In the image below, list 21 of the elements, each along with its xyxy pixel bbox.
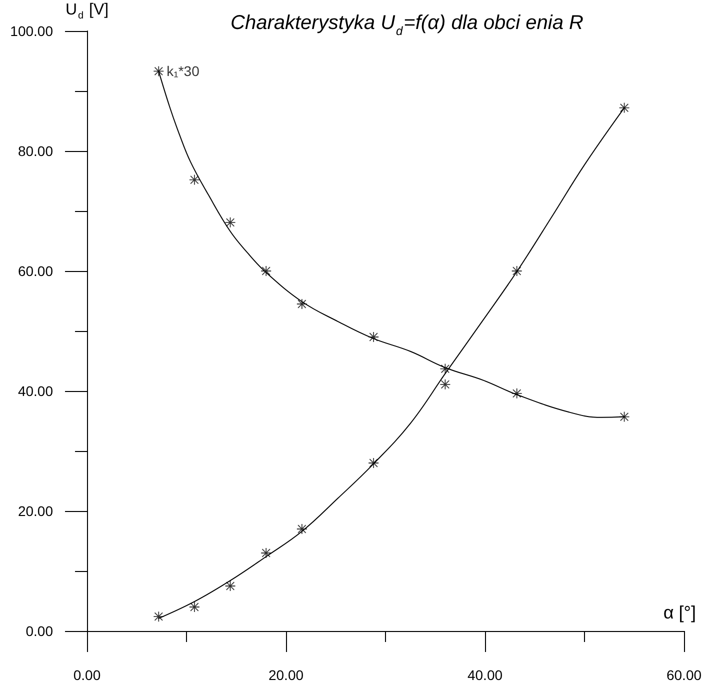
- point: [368, 458, 379, 468]
- y-tick-label: 100.00: [10, 23, 54, 39]
- point: [512, 388, 522, 398]
- point: [154, 612, 164, 622]
- point: [296, 299, 307, 309]
- series-label: k₁*30: [166, 63, 200, 80]
- x-axis-title: α [°]: [663, 602, 696, 622]
- x-tick-label: 40.00: [467, 667, 503, 683]
- y-tick-label: 40.00: [18, 383, 54, 399]
- x-tick-label: 20.00: [268, 667, 304, 683]
- point: [368, 332, 379, 342]
- point: [296, 524, 307, 534]
- y-tick-label: 0.00: [26, 623, 54, 639]
- y-tick-label: 60.00: [18, 263, 54, 279]
- point: [189, 602, 200, 612]
- point: [261, 266, 272, 276]
- y-tick-label: 20.00: [18, 503, 54, 519]
- y-tick-label: 80.00: [18, 143, 54, 159]
- x-tick-label: 0.00: [73, 667, 101, 683]
- point: [261, 548, 272, 558]
- x-tick-label: 60.00: [666, 667, 702, 683]
